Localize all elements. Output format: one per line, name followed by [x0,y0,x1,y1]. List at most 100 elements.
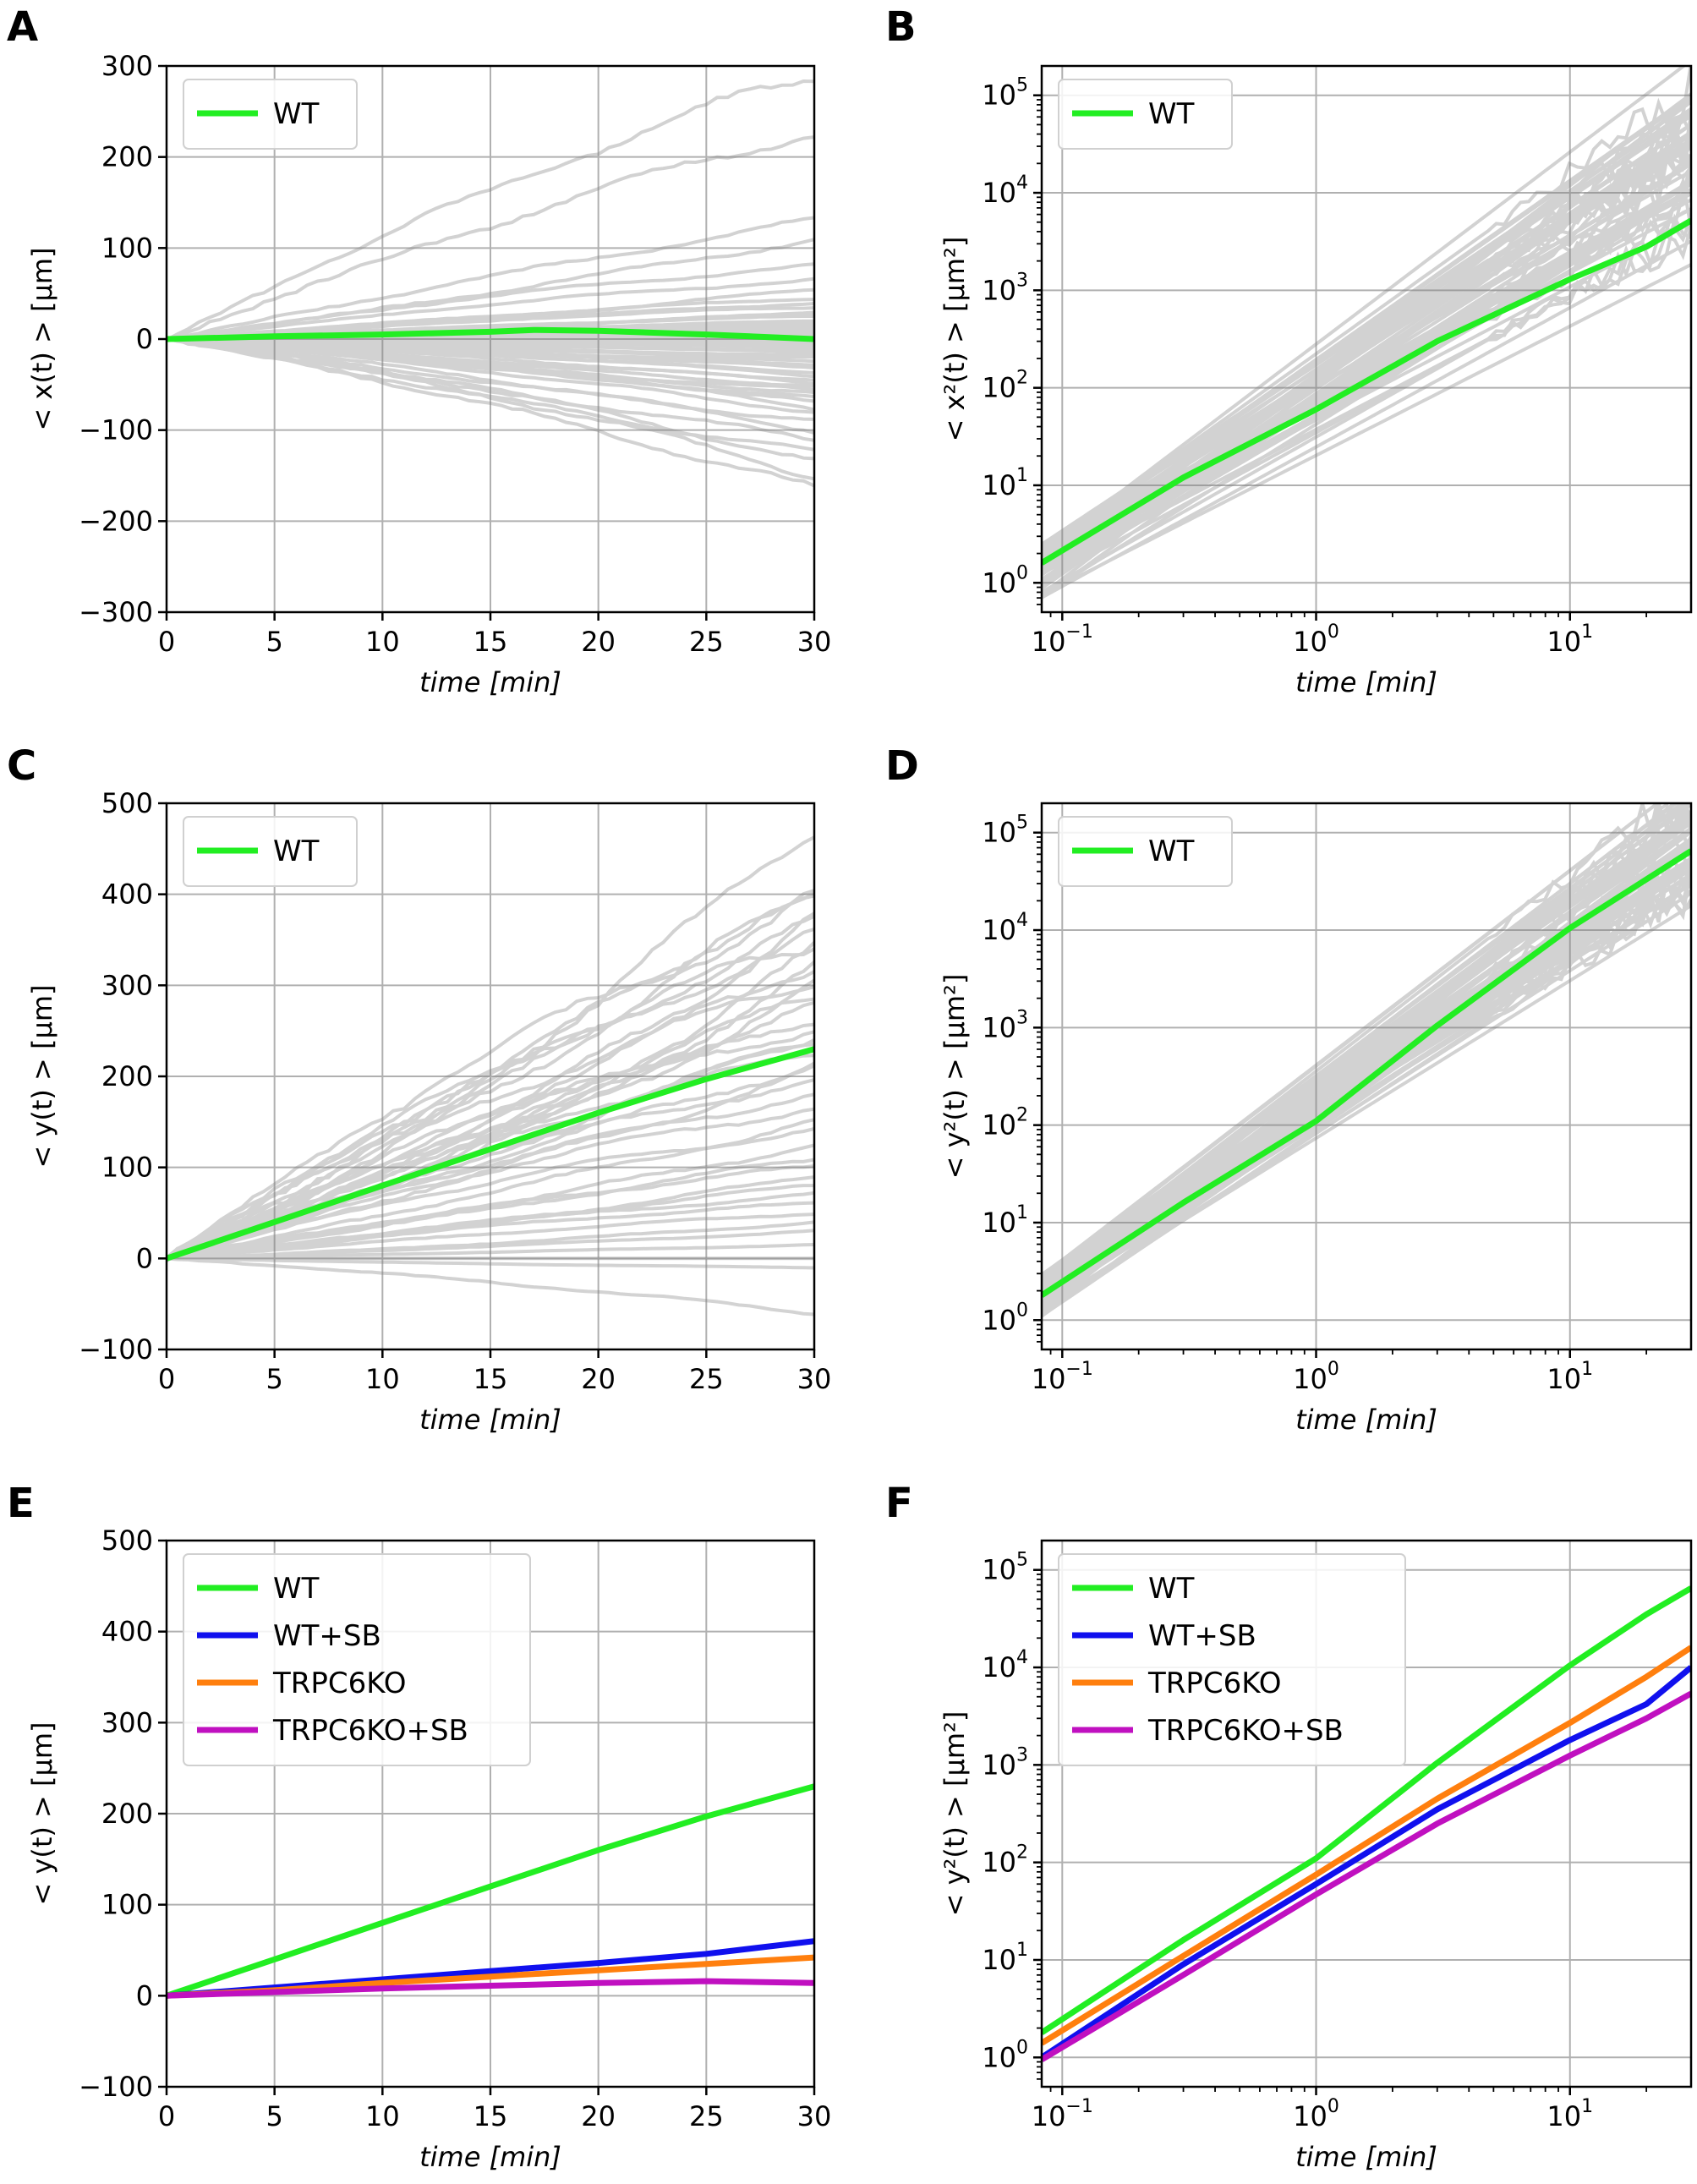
y-tick-label: 103 [982,270,1028,306]
x-tick-label: 20 [581,1363,616,1395]
grid [1042,803,1691,1349]
legend-label: TRPC6KO+SB [1147,1714,1344,1748]
panel-letter: E [7,1480,35,1527]
y-tick-label: 100 [101,232,153,264]
y-tick-label: 104 [982,910,1028,946]
legend: WT WT+SB TRPC6KO TRPC6KO+SB [1058,1553,1406,1766]
track-line [1042,129,1691,553]
track-line [167,337,814,379]
x-tick-label: 30 [797,2100,832,2132]
track-line [167,337,814,414]
plot-area [167,835,814,1316]
x-tick-label: 20 [581,626,616,658]
track-line [167,337,814,353]
track-line [1042,207,1691,570]
track-line [1042,145,1691,551]
y-tick-label: 105 [982,1550,1028,1586]
y-tick-label: 300 [101,50,153,82]
y-tick-label: 102 [982,1105,1028,1141]
track-line [1042,882,1691,1305]
track-line [1042,263,1691,597]
y-tick-label: 0 [136,323,153,355]
track-line [1042,883,1691,1305]
x-axis-label: time [min] [1295,2141,1437,2173]
x-tick-label: 25 [689,1363,724,1395]
track-line [1042,830,1691,1318]
legend-box [183,1553,531,1766]
track-line [167,337,814,398]
x-axis-label: time [min] [419,2141,561,2173]
legend-label: WT [1148,835,1195,868]
x-tick-label: 30 [797,1363,832,1395]
track-line [167,79,814,342]
plot-area [1042,66,1691,599]
track-line [167,1143,814,1260]
legend: WT [1058,816,1233,887]
track-line [167,927,814,1262]
y-tick-label: 104 [982,1647,1028,1683]
track-line [1042,873,1691,1279]
track-line [167,1256,814,1316]
track-line [1042,169,1691,546]
track-line [167,337,814,412]
y-axis-label: < y(t) > [μm] [26,984,58,1168]
track-line [1042,816,1691,1276]
track-line [1042,98,1691,596]
x-tick-label: 101 [1546,1359,1593,1395]
track-line [1042,829,1691,1284]
y-tick-label: 100 [101,1152,153,1184]
track-line [1042,876,1691,1298]
x-tick-label: 15 [474,626,508,658]
track-line [167,337,814,364]
track-line [167,337,814,354]
track-line [167,1164,814,1260]
track-line [1042,859,1691,1315]
track-line [167,238,814,341]
track-line [1042,803,1691,1303]
track-line [1042,862,1691,1291]
track-line [1042,112,1691,581]
legend-label: WT [273,1572,320,1606]
track-line [1042,123,1691,563]
track-line [1042,188,1691,598]
series-line-trpc6ko-plus-sb [1042,1690,1691,2062]
x-axis-label: time [min] [419,1404,561,1436]
track-line [1042,116,1691,590]
panel-A: A 0 5 10 15 20 25 30 −300 −200 −100 0 100 200 300 time … [7,3,831,698]
track-line [167,337,814,481]
track-line [1042,904,1691,1310]
y-tick-label: 105 [982,813,1028,849]
track-line [167,337,814,367]
track-line [167,337,814,359]
track-line [167,1064,814,1261]
legend-box [1058,816,1233,887]
track-line [1042,93,1691,555]
series-line-trpc6ko-plus-sb [167,1978,814,1999]
axes-frame [1040,1539,1693,2088]
x-tick-label: 101 [1546,621,1593,658]
background-tracks [167,835,814,1316]
panel-letter: C [7,742,36,790]
track-line [1042,132,1691,599]
y-axis-label: < y²(t) > [μm²] [939,1711,971,1917]
track-line [167,1107,814,1262]
legend: WT [1058,79,1233,150]
track-line [1042,868,1691,1281]
y-tick-label: 300 [101,969,153,1001]
track-line [1042,162,1691,550]
track-line [1042,803,1661,1278]
legend-box [183,79,358,150]
x-tick-label: 5 [265,1363,282,1395]
x-tick-label: 100 [1293,621,1339,658]
legend-label: WT [273,835,320,868]
y-tick-label: 105 [982,75,1028,112]
y-tick-label: 101 [982,465,1028,501]
y-tick-label: 500 [101,787,153,819]
track-line [1042,882,1691,1289]
background-tracks [1042,66,1691,599]
track-line [1042,182,1691,553]
legend: WT WT+SB TRPC6KO TRPC6KO+SB [183,1553,531,1766]
track-line [167,337,814,461]
